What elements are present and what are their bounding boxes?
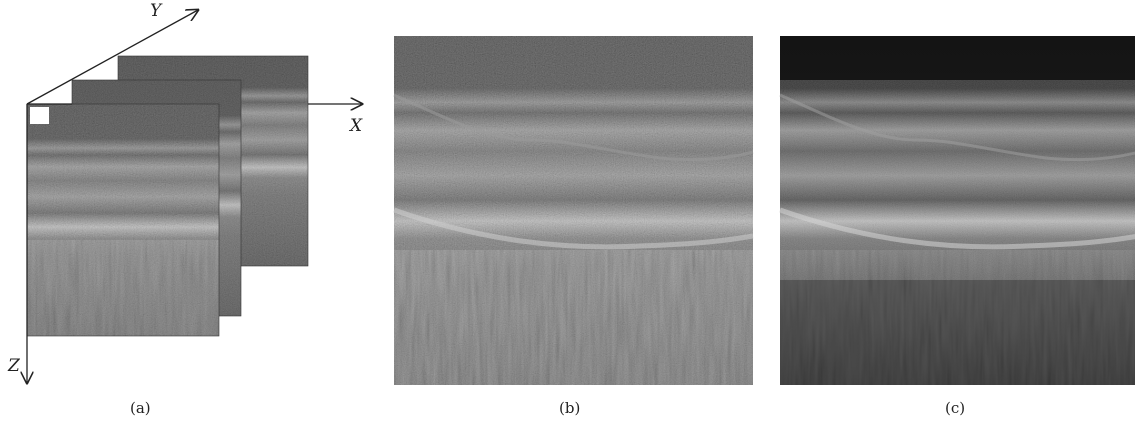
caption-a: (a) [130, 399, 151, 417]
oct-slice-front [26, 103, 220, 337]
caption-c: (c) [945, 399, 965, 417]
y-axis [26, 10, 198, 105]
panel-b: (b) [393, 36, 754, 417]
panel-a: Y X Z (a) [7, 1, 363, 417]
z-axis-label: Z [7, 356, 21, 376]
caption-b: (b) [559, 399, 580, 417]
y-axis-label: Y [150, 1, 163, 21]
voxel-marker [30, 107, 49, 124]
x-axis-label: X [348, 116, 363, 136]
panel-c: (c) [779, 36, 1135, 417]
